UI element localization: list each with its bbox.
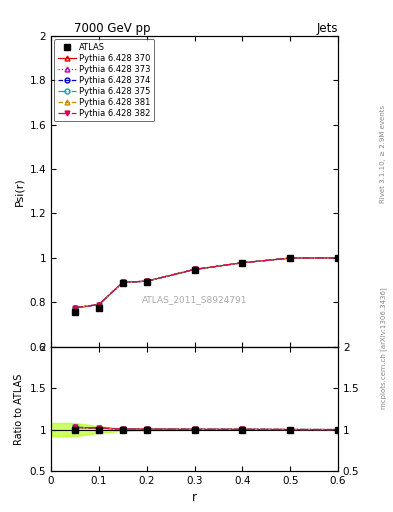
Pythia 6.428 373 [288,255,292,261]
Text: mcplots.cern.ch [arXiv:1306.3436]: mcplots.cern.ch [arXiv:1306.3436] [380,287,387,409]
Text: 7000 GeV pp: 7000 GeV pp [74,22,151,35]
Pythia 6.428 382 [192,266,197,272]
ATLAS [192,267,197,273]
Pythia 6.428 381 [288,255,292,261]
ATLAS [73,309,77,315]
Pythia 6.428 374 [192,266,197,272]
Pythia 6.428 370 [336,255,340,261]
Pythia 6.428 373 [97,302,101,308]
Text: ATLAS_2011_S8924791: ATLAS_2011_S8924791 [142,295,247,305]
Pythia 6.428 373 [120,279,125,285]
Y-axis label: Psi(r): Psi(r) [14,177,24,206]
ATLAS [120,281,125,287]
Pythia 6.428 375 [73,305,77,311]
Pythia 6.428 375 [144,278,149,284]
Pythia 6.428 373 [73,305,77,311]
Pythia 6.428 375 [97,302,101,308]
Pythia 6.428 381 [144,278,149,284]
Pythia 6.428 373 [240,260,245,266]
Pythia 6.428 382 [240,260,245,266]
Pythia 6.428 370 [120,279,125,285]
Pythia 6.428 370 [240,260,245,266]
Pythia 6.428 382 [120,279,125,285]
Line: Pythia 6.428 375: Pythia 6.428 375 [73,255,340,310]
Pythia 6.428 374 [144,278,149,284]
Pythia 6.428 381 [192,266,197,272]
ATLAS [144,279,149,285]
Pythia 6.428 375 [336,255,340,261]
Pythia 6.428 382 [336,255,340,261]
Pythia 6.428 374 [73,305,77,311]
Pythia 6.428 373 [144,278,149,284]
Legend: ATLAS, Pythia 6.428 370, Pythia 6.428 373, Pythia 6.428 374, Pythia 6.428 375, P: ATLAS, Pythia 6.428 370, Pythia 6.428 37… [54,39,154,121]
Pythia 6.428 375 [192,266,197,272]
Pythia 6.428 382 [144,278,149,284]
Pythia 6.428 382 [73,305,77,311]
ATLAS [97,305,101,311]
ATLAS [288,255,292,262]
Line: ATLAS: ATLAS [72,255,341,315]
Pythia 6.428 382 [97,302,101,308]
Pythia 6.428 370 [192,266,197,272]
Pythia 6.428 381 [240,260,245,266]
Line: Pythia 6.428 370: Pythia 6.428 370 [73,255,340,310]
Pythia 6.428 381 [120,279,125,285]
Line: Pythia 6.428 382: Pythia 6.428 382 [73,255,340,310]
Line: Pythia 6.428 381: Pythia 6.428 381 [73,255,340,310]
Pythia 6.428 373 [336,255,340,261]
Pythia 6.428 370 [144,278,149,284]
Pythia 6.428 374 [240,260,245,266]
Line: Pythia 6.428 374: Pythia 6.428 374 [73,255,340,310]
Pythia 6.428 382 [288,255,292,261]
Pythia 6.428 373 [192,266,197,272]
Pythia 6.428 370 [73,305,77,311]
ATLAS [336,255,340,261]
Pythia 6.428 370 [97,302,101,308]
Pythia 6.428 375 [288,255,292,261]
Pythia 6.428 375 [240,260,245,266]
Pythia 6.428 381 [97,302,101,308]
Pythia 6.428 374 [288,255,292,261]
Pythia 6.428 374 [120,279,125,285]
Pythia 6.428 370 [288,255,292,261]
ATLAS [240,261,245,267]
Pythia 6.428 375 [120,279,125,285]
Text: Jets: Jets [316,22,338,35]
Y-axis label: Ratio to ATLAS: Ratio to ATLAS [14,373,24,444]
Pythia 6.428 374 [97,302,101,308]
Pythia 6.428 381 [336,255,340,261]
Line: Pythia 6.428 373: Pythia 6.428 373 [73,255,340,310]
Pythia 6.428 374 [336,255,340,261]
Pythia 6.428 381 [73,305,77,311]
Text: Rivet 3.1.10, ≥ 2.9M events: Rivet 3.1.10, ≥ 2.9M events [380,104,386,203]
X-axis label: r: r [192,492,197,504]
